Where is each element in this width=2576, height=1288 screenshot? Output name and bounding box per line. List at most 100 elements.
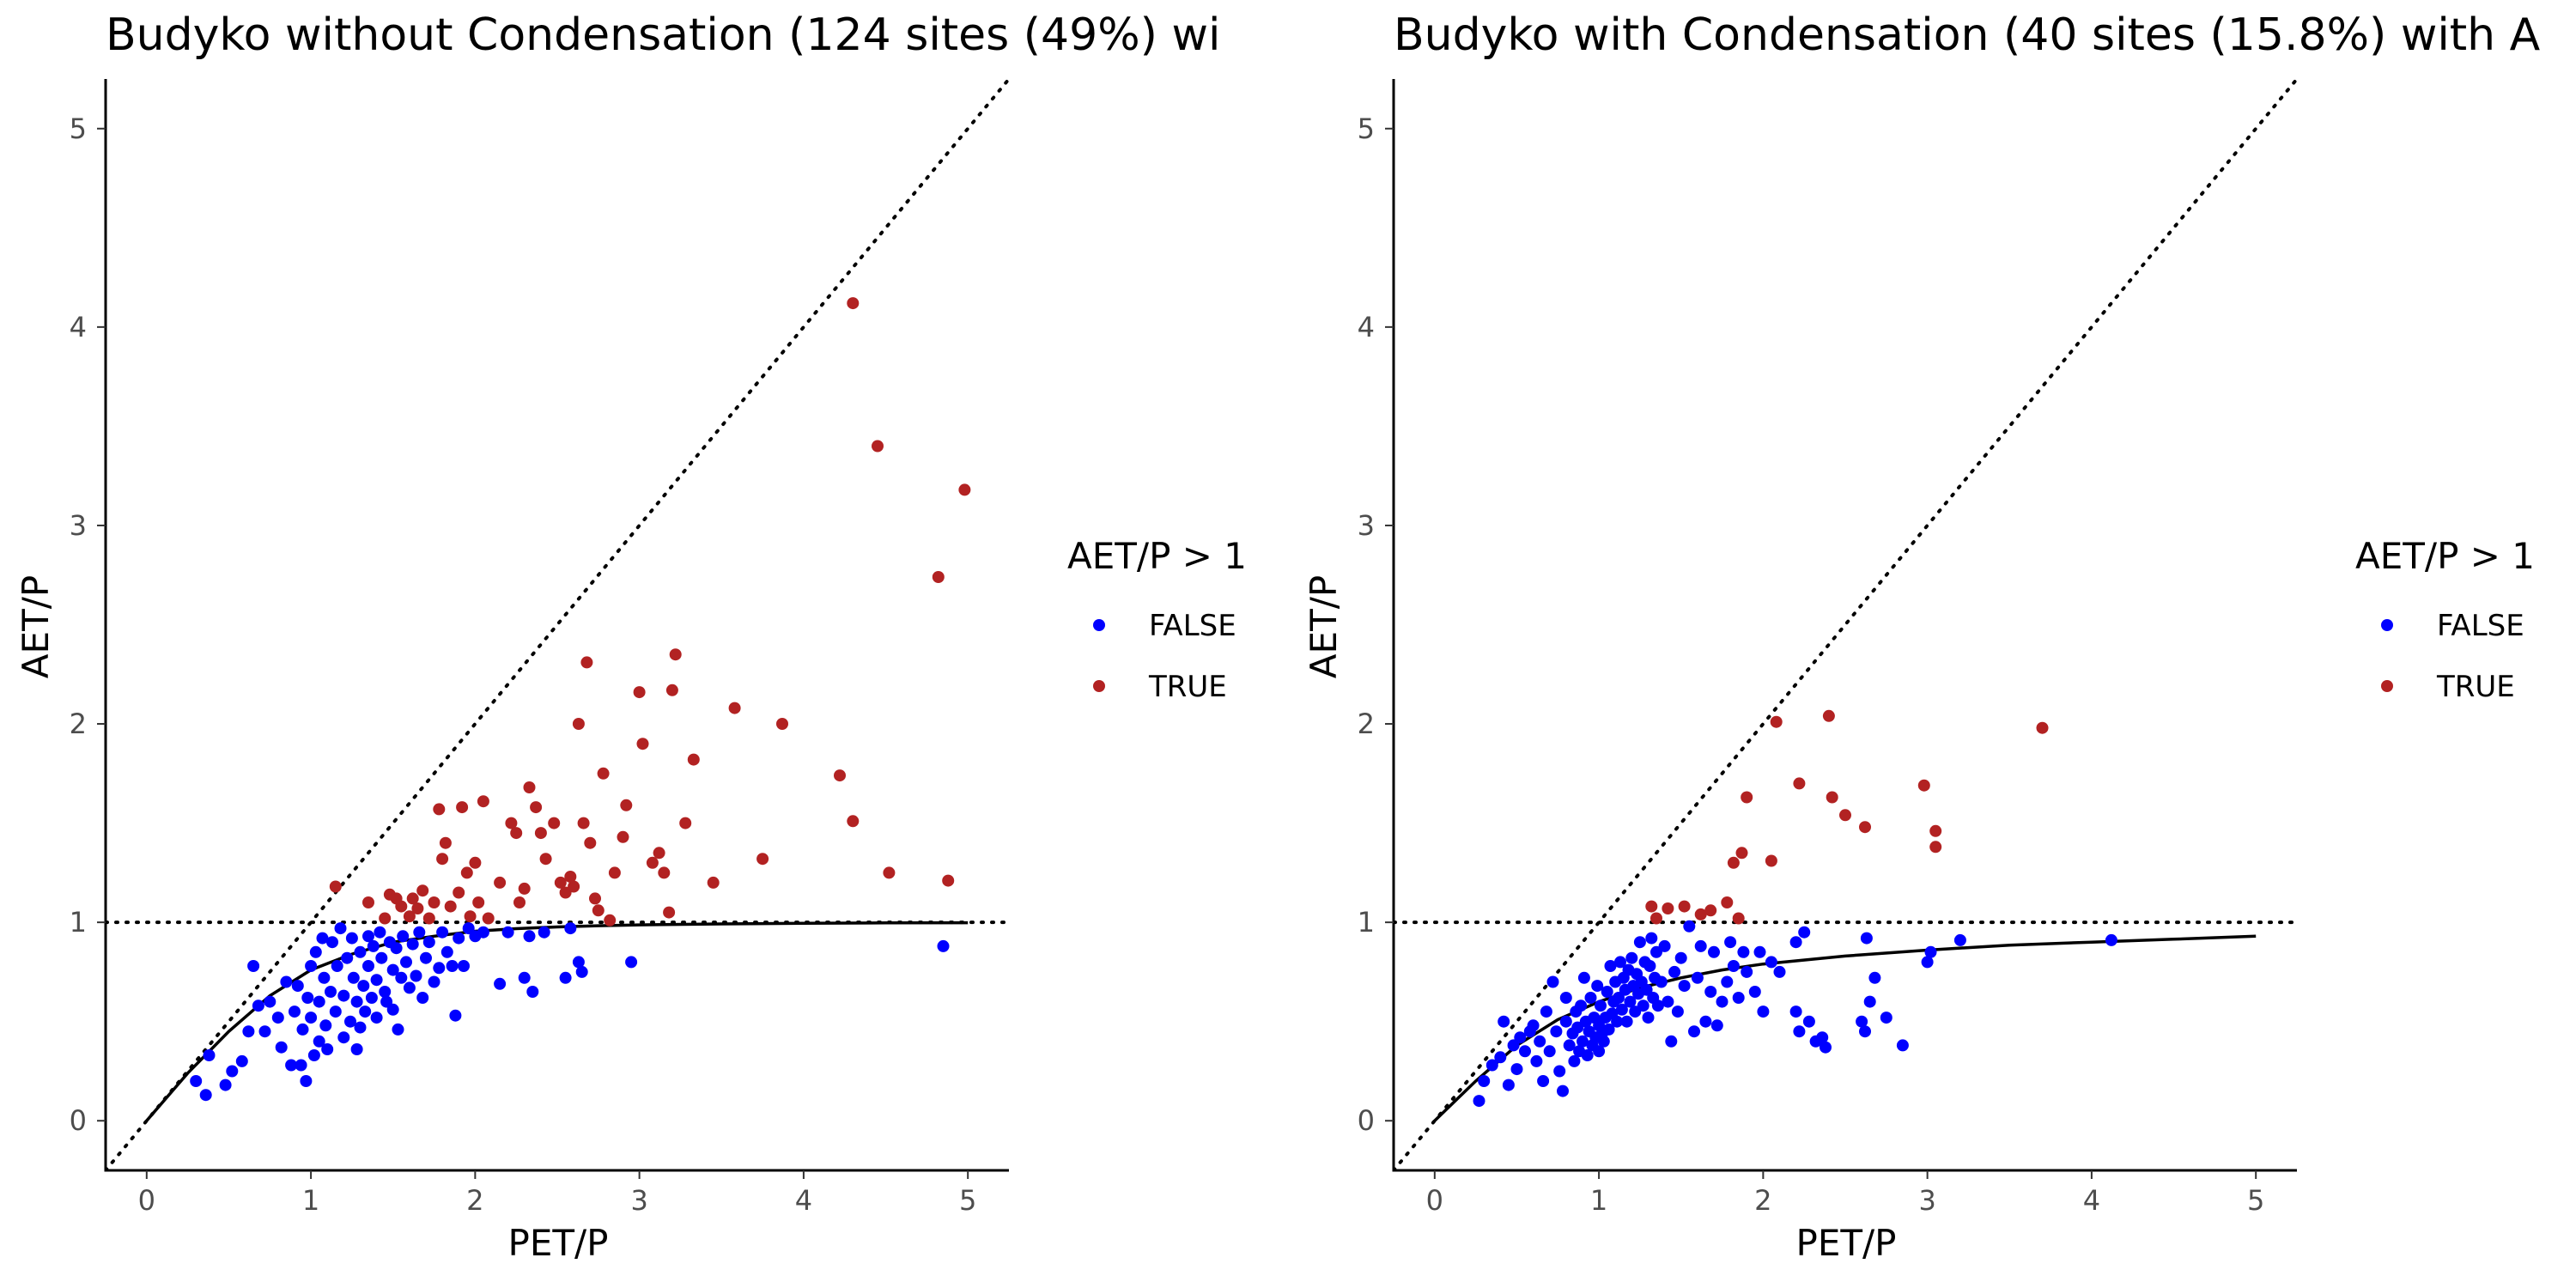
- data-point-false: [1765, 956, 1777, 969]
- data-point-true: [1704, 904, 1717, 917]
- data-point-false: [462, 922, 475, 935]
- data-point-false: [1773, 965, 1786, 978]
- legend-true-label: TRUE: [2436, 670, 2515, 704]
- data-point-true: [395, 900, 408, 913]
- data-point-false: [1708, 945, 1720, 958]
- data-point-true: [436, 853, 449, 866]
- data-point-true: [1721, 896, 1734, 908]
- data-point-false: [1798, 926, 1811, 939]
- data-point-false: [354, 1021, 367, 1034]
- x-tick-label: 1: [302, 1184, 319, 1217]
- data-point-false: [1625, 951, 1638, 964]
- data-point-false: [1716, 995, 1728, 1008]
- data-point-true: [658, 866, 671, 879]
- data-point-false: [326, 936, 338, 949]
- data-point-false: [1662, 995, 1674, 1008]
- data-point-false: [1577, 971, 1590, 984]
- data-point-true: [472, 896, 485, 908]
- data-point-true: [580, 656, 593, 669]
- data-point-true: [756, 853, 769, 866]
- data-point-true: [539, 853, 552, 866]
- x-tick-label: 2: [1754, 1184, 1771, 1217]
- data-point-false: [1674, 951, 1687, 964]
- data-point-false: [392, 1023, 404, 1036]
- data-point-false: [526, 986, 539, 998]
- data-point-false: [1540, 1005, 1552, 1018]
- data-point-false: [264, 995, 276, 1008]
- data-point-false: [318, 971, 331, 984]
- data-point-false: [559, 971, 572, 984]
- legend-false-swatch: [2381, 619, 2393, 631]
- data-point-false: [1640, 983, 1653, 996]
- data-point-false: [280, 975, 293, 988]
- data-point-false: [247, 960, 260, 972]
- data-point-false: [1485, 1059, 1498, 1072]
- data-point-true: [453, 886, 465, 899]
- data-point-false: [440, 945, 453, 958]
- x-tick-label: 0: [138, 1184, 155, 1217]
- data-point-false: [1620, 1015, 1633, 1028]
- data-point-false: [1514, 1031, 1527, 1044]
- data-point-true: [464, 910, 477, 923]
- y-tick-label: 0: [70, 1104, 87, 1137]
- legend-false-label: FALSE: [1149, 609, 1236, 643]
- data-point-false: [410, 969, 422, 982]
- data-point-false: [289, 1005, 301, 1018]
- data-point-false: [436, 926, 449, 939]
- data-point-true: [1727, 856, 1740, 869]
- data-point-false: [242, 1025, 255, 1038]
- data-point-false: [1789, 1005, 1802, 1018]
- data-point-false: [395, 971, 408, 984]
- plot-area: 0 1 2 3 4 5 0 1 2 3 4 5: [1358, 79, 2297, 1217]
- data-point-false: [1543, 1045, 1556, 1058]
- data-point-false: [453, 932, 465, 945]
- data-point-false: [291, 980, 304, 993]
- data-point-false: [1859, 1025, 1871, 1038]
- data-point-true: [564, 871, 577, 883]
- data-point-false: [1577, 1035, 1589, 1048]
- data-point-false: [316, 932, 329, 945]
- data-point-true: [847, 815, 860, 828]
- data-point-false: [575, 965, 588, 978]
- data-point-false: [1793, 1025, 1806, 1038]
- data-point-false: [1757, 1005, 1770, 1018]
- data-point-true: [1765, 854, 1777, 867]
- data-point-false: [1896, 1039, 1909, 1052]
- data-point-false: [300, 1075, 313, 1087]
- data-point-true: [523, 781, 536, 793]
- data-point-false: [1820, 1041, 1832, 1054]
- data-point-true: [1929, 841, 1942, 854]
- data-point-true: [530, 801, 543, 814]
- legend-true-swatch: [2381, 680, 2393, 692]
- data-point-false: [1494, 1051, 1507, 1064]
- data-point-true: [577, 817, 590, 829]
- data-point-true: [597, 767, 610, 780]
- data-point-true: [608, 866, 621, 879]
- legend-title: AET/P > 1: [1067, 535, 1247, 577]
- data-point-false: [285, 1059, 298, 1072]
- data-point-true: [942, 874, 955, 887]
- data-point-false: [1593, 1045, 1606, 1058]
- data-point-true: [633, 686, 646, 699]
- data-point-false: [1614, 956, 1626, 969]
- data-point-false: [1655, 975, 1668, 988]
- data-point-false: [1624, 995, 1637, 1008]
- data-point-false: [370, 1012, 383, 1024]
- data-point-true: [1793, 777, 1806, 790]
- data-point-false: [295, 1059, 307, 1072]
- data-point-false: [422, 936, 435, 949]
- left-panel: Budyko without Condensation (124 sites (…: [15, 9, 1247, 1264]
- data-point-false: [370, 974, 383, 987]
- data-point-false: [1753, 945, 1766, 958]
- one-to-one-line: [1394, 79, 2297, 1170]
- data-point-true: [592, 904, 605, 917]
- data-point-false: [1591, 980, 1604, 993]
- data-point-false: [321, 1043, 334, 1055]
- x-axis-title: PET/P: [508, 1222, 609, 1264]
- y-tick-label: 0: [1358, 1104, 1375, 1137]
- data-point-false: [1741, 965, 1753, 978]
- y-axis-title: AET/P: [1303, 575, 1345, 678]
- x-tick-label: 2: [466, 1184, 483, 1217]
- x-tick-label: 4: [2083, 1184, 2100, 1217]
